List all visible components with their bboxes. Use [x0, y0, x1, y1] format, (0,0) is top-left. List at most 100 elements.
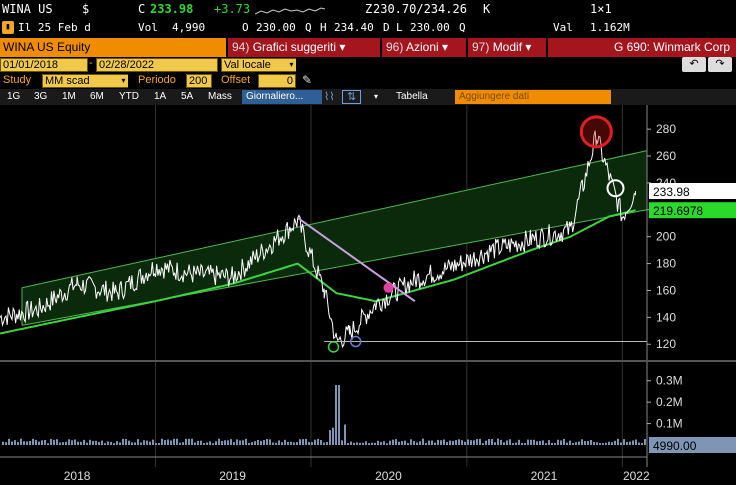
range-1a-button[interactable]: 1A — [154, 91, 167, 102]
volume-bar — [254, 441, 256, 445]
volume-bar — [476, 438, 478, 445]
range-max-button[interactable]: Mass — [208, 91, 232, 102]
volume-bar — [635, 439, 637, 445]
volume-bar — [395, 439, 397, 445]
volume-bar — [149, 441, 151, 445]
range-6m-button[interactable]: 6M — [90, 91, 104, 102]
volume-bar — [524, 443, 526, 445]
volume-bar — [119, 442, 121, 445]
volume-bar — [500, 439, 502, 445]
volume-bar — [236, 439, 238, 445]
chevron-down-icon[interactable]: ▾ — [119, 75, 128, 87]
volume-bar — [557, 439, 559, 445]
volume-bar — [413, 441, 415, 445]
volume-bar — [407, 442, 409, 445]
end-date-input[interactable]: 02/28/2022 — [96, 58, 218, 72]
volume-bar — [437, 439, 439, 445]
edit-menu[interactable]: 97) Modif ▾ — [468, 38, 546, 57]
volume-bar — [443, 439, 445, 445]
traded-value: 1.162M — [590, 21, 630, 34]
trend-channel-upper-line — [21, 150, 648, 289]
volume-bar — [287, 441, 289, 445]
table-button[interactable]: Tabella — [396, 91, 428, 102]
volume-bar — [296, 442, 298, 445]
line-chart-icon[interactable]: ⌇⌇ — [324, 91, 335, 103]
volume-bar — [86, 442, 88, 445]
price-chart[interactable]: 280260240220200180160140120 233.98219.69… — [0, 105, 736, 485]
menu-label: Azioni — [406, 40, 439, 54]
volume-bar — [545, 443, 547, 445]
price-tick-label: 140 — [656, 310, 676, 324]
suggested-charts-menu[interactable]: 94) Grafici suggeriti ▾ — [228, 38, 380, 57]
chevron-down-icon[interactable]: ▾ — [287, 59, 296, 71]
volume-bar — [629, 441, 631, 445]
redo-icon[interactable]: ↷ — [708, 57, 732, 72]
volume-bar — [623, 439, 625, 445]
range-1m-button[interactable]: 1M — [62, 91, 76, 102]
last-price: 233.98 — [150, 2, 194, 16]
currency-value: Val locale — [224, 59, 271, 71]
price-tick-label: 160 — [656, 283, 676, 297]
volume-bar — [608, 441, 610, 445]
volume-bar — [50, 439, 52, 445]
low-value: 230.00 — [410, 21, 450, 34]
volume-bar — [536, 441, 538, 445]
volume-bar — [461, 440, 463, 445]
time-range-bar: 1G 3G 1M 6M YTD 1A 5A Mass Giornaliero..… — [0, 89, 736, 105]
volume-bar — [95, 440, 97, 445]
range-5a-button[interactable]: 5A — [181, 91, 194, 102]
volume-bar — [98, 441, 100, 445]
volume-bar — [32, 438, 34, 445]
range-3g-button[interactable]: 3G — [34, 91, 48, 102]
volume-bar — [518, 439, 520, 445]
volume-bar — [200, 440, 202, 445]
menu-number: 97) — [472, 40, 490, 54]
volume-bar — [188, 438, 190, 445]
study-select[interactable]: MM scad — [42, 74, 128, 88]
last-price-marker-circle — [606, 179, 625, 198]
volume-bar — [575, 442, 577, 445]
day-stats-bar: ▮ Il 25 Feb d Vol 4,990 O 230.00 Q H 234… — [0, 19, 736, 38]
offset-input[interactable]: 0 — [258, 74, 296, 88]
start-date-input[interactable]: 01/01/2018 — [0, 58, 88, 72]
volume-bar — [596, 442, 598, 445]
volume-bar — [122, 438, 124, 445]
volume-bar — [224, 440, 226, 445]
period-input[interactable]: 200 — [186, 74, 212, 88]
alert-icon[interactable]: ▮ — [2, 21, 14, 34]
price-tick-label: 120 — [656, 337, 676, 351]
volume-bar — [101, 440, 103, 445]
volume-bar — [605, 442, 607, 445]
volume-bar — [380, 442, 382, 445]
volume-bar — [389, 440, 391, 445]
security-field[interactable]: WINA US Equity — [0, 38, 226, 57]
volume-bar — [584, 440, 586, 445]
volume-bar — [197, 440, 199, 445]
pencil-icon[interactable]: ✎ — [302, 73, 313, 87]
undo-icon[interactable]: ↶ — [682, 57, 706, 72]
actions-menu[interactable]: 96) Azioni ▾ — [382, 38, 466, 57]
volume-tick-label: 0.1M — [656, 417, 683, 431]
volume-bar — [614, 440, 616, 445]
volume-bar — [161, 438, 163, 445]
volume-bar — [107, 441, 109, 445]
date-label: Il 25 Feb d — [18, 21, 91, 34]
price-line — [0, 130, 636, 349]
trend-channel-fill — [22, 150, 647, 326]
volume-bar — [566, 442, 568, 445]
volume-bar — [17, 442, 19, 445]
add-data-input[interactable]: Aggiungere dati — [455, 90, 611, 104]
currency-select[interactable]: Val locale — [221, 58, 296, 72]
volume-bar — [338, 385, 340, 445]
volume-bar — [113, 443, 115, 445]
volume-bar — [179, 442, 181, 445]
range-1g-button[interactable]: 1G — [7, 91, 21, 102]
frequency-select[interactable]: Giornaliero... — [242, 90, 322, 104]
bid-ask-label: Z — [365, 2, 373, 16]
volume-bar — [542, 440, 544, 445]
range-ytd-button[interactable]: YTD — [119, 91, 139, 102]
volume-bar — [611, 442, 613, 445]
chevron-down-icon[interactable]: ▾ — [374, 92, 379, 101]
candle-chart-icon[interactable]: ⇅ — [342, 90, 362, 104]
volume-bar — [239, 440, 241, 445]
